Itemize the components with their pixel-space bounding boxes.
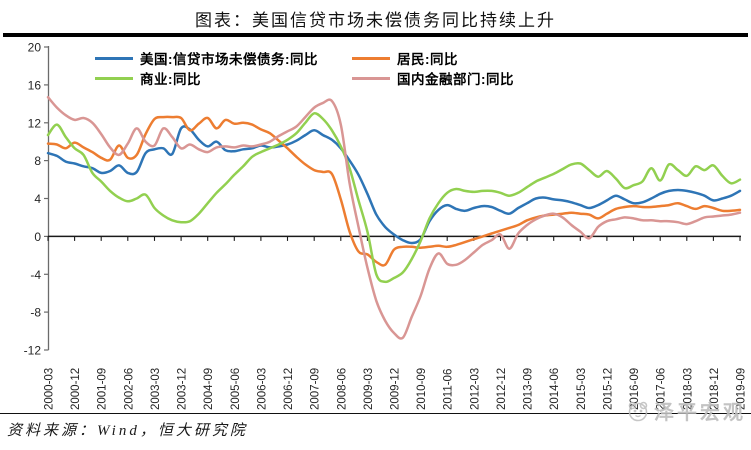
- x-tick-label: 2016-09: [629, 368, 641, 410]
- source-note: 资料来源：Wind，恒大研究院: [7, 423, 248, 439]
- x-tick-label: 2013-09: [523, 368, 535, 410]
- x-tick-label: 2012-12: [496, 368, 508, 410]
- legend-row-2: 商业:同比 国内金融部门:同比: [95, 68, 514, 88]
- x-tick-label: 2008-06: [336, 368, 348, 410]
- legend-item-households: 居民:同比: [352, 48, 514, 68]
- y-tick-label: 16: [28, 78, 42, 92]
- legend-line-sample-financial: [352, 76, 390, 80]
- legend-label-financial: 国内金融部门:同比: [397, 72, 514, 87]
- legend-row-1: 美国:信贷市场未偿债务:同比 居民:同比: [95, 48, 514, 68]
- x-tick-label: 2009-03: [363, 368, 375, 410]
- watermark: 泽平宏观: [625, 396, 746, 425]
- x-tick-label: 2011-06: [443, 369, 455, 410]
- x-tick-label: 2017-06: [656, 368, 668, 410]
- legend-item-business: 商业:同比: [95, 68, 352, 88]
- series-line-1: [46, 115, 742, 267]
- x-tick-label: 2014-06: [549, 368, 561, 410]
- y-tick-label: 20: [28, 41, 42, 55]
- series-line-3: [46, 95, 742, 340]
- legend: 美国:信贷市场未偿债务:同比 居民:同比 商业:同比 国内金融部门:同比: [95, 48, 514, 88]
- x-tick-label: 2002-06: [123, 368, 135, 410]
- y-tick-label: 4: [34, 192, 41, 206]
- y-tick-label: -12: [24, 344, 42, 358]
- x-tick-label: 2015-12: [602, 368, 614, 410]
- legend-line-sample-households: [352, 56, 390, 60]
- x-tick-label: 2005-06: [230, 368, 242, 410]
- y-tick-label: 0: [34, 230, 41, 244]
- x-tick-label: 2007-09: [310, 368, 322, 410]
- x-tick-label: 2018-03: [682, 368, 694, 410]
- series-line-0: [46, 125, 742, 245]
- x-tick-label: 2009-12: [390, 368, 402, 410]
- x-tick-label: 2006-12: [283, 368, 295, 410]
- y-tick-label: -4: [30, 268, 41, 282]
- watermark-text: 泽平宏观: [654, 402, 746, 424]
- x-tick-label: 2018-12: [709, 368, 721, 410]
- x-tick-label: 2003-12: [177, 368, 189, 410]
- x-tick-label: 2000-03: [44, 368, 56, 410]
- y-tick-label: 12: [28, 116, 42, 130]
- title-divider: [3, 33, 748, 37]
- x-tick-label: 2012-03: [469, 368, 481, 410]
- chart-title: 图表：美国信贷市场未偿债务同比持续上升: [195, 11, 556, 30]
- legend-label-business: 商业:同比: [140, 72, 201, 87]
- legend-line-sample-us-total: [95, 56, 133, 60]
- y-tick-label: 8: [34, 154, 41, 168]
- legend-label-households: 居民:同比: [397, 52, 458, 67]
- x-tick-label: 2010-09: [416, 368, 428, 410]
- x-tick-label: 2001-09: [97, 368, 109, 410]
- x-tick-label: 2019-09: [736, 368, 748, 410]
- footer-divider: [0, 413, 751, 415]
- x-tick-label: 2003-03: [150, 368, 162, 410]
- x-tick-label: 2000-12: [70, 368, 82, 410]
- x-tick-label: 2006-03: [256, 368, 268, 410]
- x-tick-label: 2015-03: [576, 368, 588, 410]
- legend-label-us-total: 美国:信贷市场未偿债务:同比: [140, 52, 318, 67]
- x-tick-label: 2004-09: [203, 368, 215, 410]
- y-tick-label: -8: [30, 306, 41, 320]
- mascot-icon: [628, 401, 648, 421]
- legend-item-financial: 国内金融部门:同比: [352, 68, 514, 88]
- legend-item-us-total: 美国:信贷市场未偿债务:同比: [95, 48, 352, 68]
- legend-line-sample-business: [95, 76, 133, 80]
- series-line-2: [46, 112, 742, 284]
